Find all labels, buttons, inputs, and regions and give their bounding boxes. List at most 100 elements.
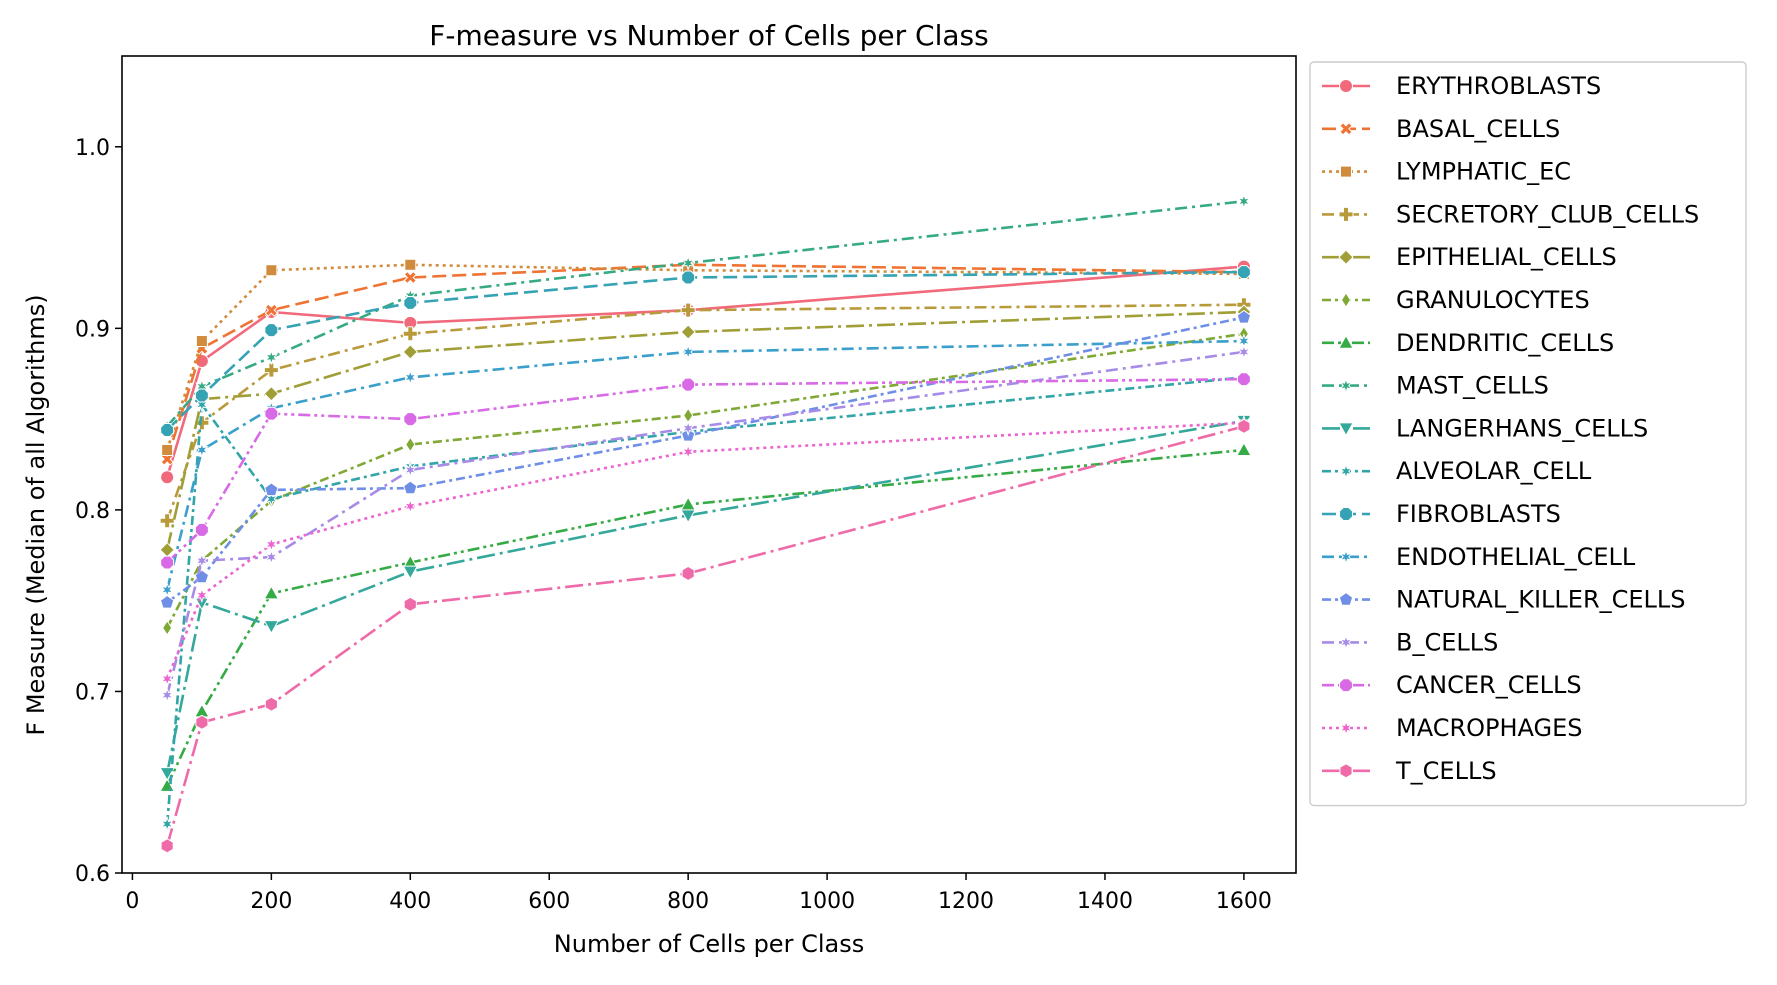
series-b-cells xyxy=(160,343,1251,704)
legend-marker xyxy=(1338,591,1354,606)
series-epithelial-cells xyxy=(159,304,1252,558)
data-point-marker xyxy=(195,335,208,348)
data-point-marker xyxy=(264,406,279,421)
data-point-marker xyxy=(160,423,175,437)
legend-item: DENDRITIC_CELLS xyxy=(1322,329,1614,357)
legend-label: MAST_CELLS xyxy=(1396,372,1549,400)
data-point-marker xyxy=(264,303,279,317)
series-line xyxy=(166,377,1244,564)
x-tick-label: 1000 xyxy=(799,889,855,914)
data-point-marker xyxy=(1236,343,1251,360)
data-point-marker xyxy=(263,620,280,635)
legend-label: DENDRITIC_CELLS xyxy=(1396,329,1614,357)
legend-item: GRANULOCYTES xyxy=(1322,286,1590,314)
data-point-marker xyxy=(264,549,279,566)
legend-marker xyxy=(1338,334,1354,349)
legend-item: BASAL_CELLS xyxy=(1322,115,1560,143)
legend-label: T_CELLS xyxy=(1395,757,1497,785)
legend-item: FIBROBLASTS xyxy=(1322,500,1561,528)
data-point-marker xyxy=(162,619,173,636)
data-point-marker xyxy=(264,323,279,338)
legend-label: FIBROBLASTS xyxy=(1396,500,1561,528)
series-line xyxy=(165,263,1244,460)
y-tick-label: 0.8 xyxy=(75,499,110,524)
data-point-marker xyxy=(403,498,418,515)
data-point-marker xyxy=(1236,372,1251,387)
x-tick-label: 200 xyxy=(250,889,292,914)
x-tick-label: 600 xyxy=(528,889,570,914)
series-line xyxy=(165,310,1244,551)
legend-label: MACROPHAGES xyxy=(1396,714,1583,742)
data-point-marker xyxy=(263,585,280,600)
legend-item: MAST_CELLS xyxy=(1322,372,1549,400)
legend-item: LYMPHATIC_EC xyxy=(1322,158,1571,186)
data-point-marker xyxy=(194,415,210,431)
legend-item: MACROPHAGES xyxy=(1322,714,1583,742)
y-tick-label: 0.7 xyxy=(75,680,110,705)
data-point-marker xyxy=(403,369,418,386)
y-tick-label: 0.6 xyxy=(75,862,110,887)
data-point-marker xyxy=(264,482,279,497)
legend-marker xyxy=(1338,249,1354,265)
data-point-marker xyxy=(681,420,696,437)
legend-item: EPITHELIAL_CELLS xyxy=(1322,243,1617,271)
legend-label: ALVEOLAR_CELL xyxy=(1396,457,1592,485)
data-point-marker xyxy=(264,349,279,366)
legend-marker xyxy=(1339,634,1353,651)
legend-item: ERYTHROBLASTS xyxy=(1322,72,1601,100)
data-point-marker xyxy=(160,470,175,485)
legend-label: CANCER_CELLS xyxy=(1396,671,1582,699)
legend-item: B_CELLS xyxy=(1322,628,1498,656)
legend-frame xyxy=(1309,61,1747,807)
legend-label: LANGERHANS_CELLS xyxy=(1396,414,1648,442)
data-point-marker xyxy=(195,714,209,730)
legend-marker xyxy=(1339,377,1353,394)
data-point-marker xyxy=(159,513,175,529)
data-point-marker xyxy=(403,295,418,310)
data-point-marker xyxy=(403,480,418,495)
data-point-marker xyxy=(1236,441,1252,456)
x-tick-label: 1200 xyxy=(938,889,994,914)
data-point-marker xyxy=(194,441,209,459)
data-point-marker xyxy=(160,687,175,704)
legend-label: ENDOTHELIAL_CELL xyxy=(1396,543,1636,571)
data-point-marker xyxy=(264,696,278,712)
legend-marker xyxy=(1338,422,1354,437)
data-point-marker xyxy=(160,815,175,833)
series-fibroblasts xyxy=(160,265,1251,437)
plot-frame xyxy=(121,55,1297,874)
legend-label: BASAL_CELLS xyxy=(1396,115,1560,143)
legend-marker xyxy=(1339,79,1353,93)
legend-item: ENDOTHELIAL_CELL xyxy=(1322,543,1636,571)
legend-label: EPITHELIAL_CELLS xyxy=(1396,243,1617,271)
data-point-marker xyxy=(265,264,278,277)
x-axis-label: Number of Cells per Class xyxy=(554,930,864,958)
legend-item: ALVEOLAR_CELL xyxy=(1322,457,1592,485)
x-tick-label: 1400 xyxy=(1077,889,1133,914)
legend-marker xyxy=(1339,548,1353,565)
x-tick-label: 1600 xyxy=(1216,889,1272,914)
data-point-marker xyxy=(161,443,174,456)
x-tick-label: 0 xyxy=(125,889,139,914)
data-point-marker xyxy=(404,258,417,271)
series-line xyxy=(165,425,1245,847)
legend-label: NATURAL_KILLER_CELLS xyxy=(1396,586,1686,614)
series-line xyxy=(166,270,1244,431)
data-point-marker xyxy=(194,522,209,537)
data-point-marker xyxy=(1236,309,1252,324)
data-point-marker xyxy=(681,377,696,392)
data-point-marker xyxy=(681,270,696,285)
data-point-marker xyxy=(264,536,279,553)
series-t-cells xyxy=(160,418,1251,854)
data-point-marker xyxy=(403,596,417,612)
data-point-marker xyxy=(405,436,416,453)
y-tick-label: 0.9 xyxy=(75,317,110,342)
y-tick-label: 1.0 xyxy=(75,136,110,161)
legend-marker xyxy=(1340,292,1352,308)
data-point-marker xyxy=(160,670,175,687)
legend-marker xyxy=(1339,122,1353,136)
legend: ERYTHROBLASTS BASAL_CELLS LYMPHATIC_EC SECR… xyxy=(1309,61,1747,807)
legend-marker xyxy=(1339,719,1353,737)
